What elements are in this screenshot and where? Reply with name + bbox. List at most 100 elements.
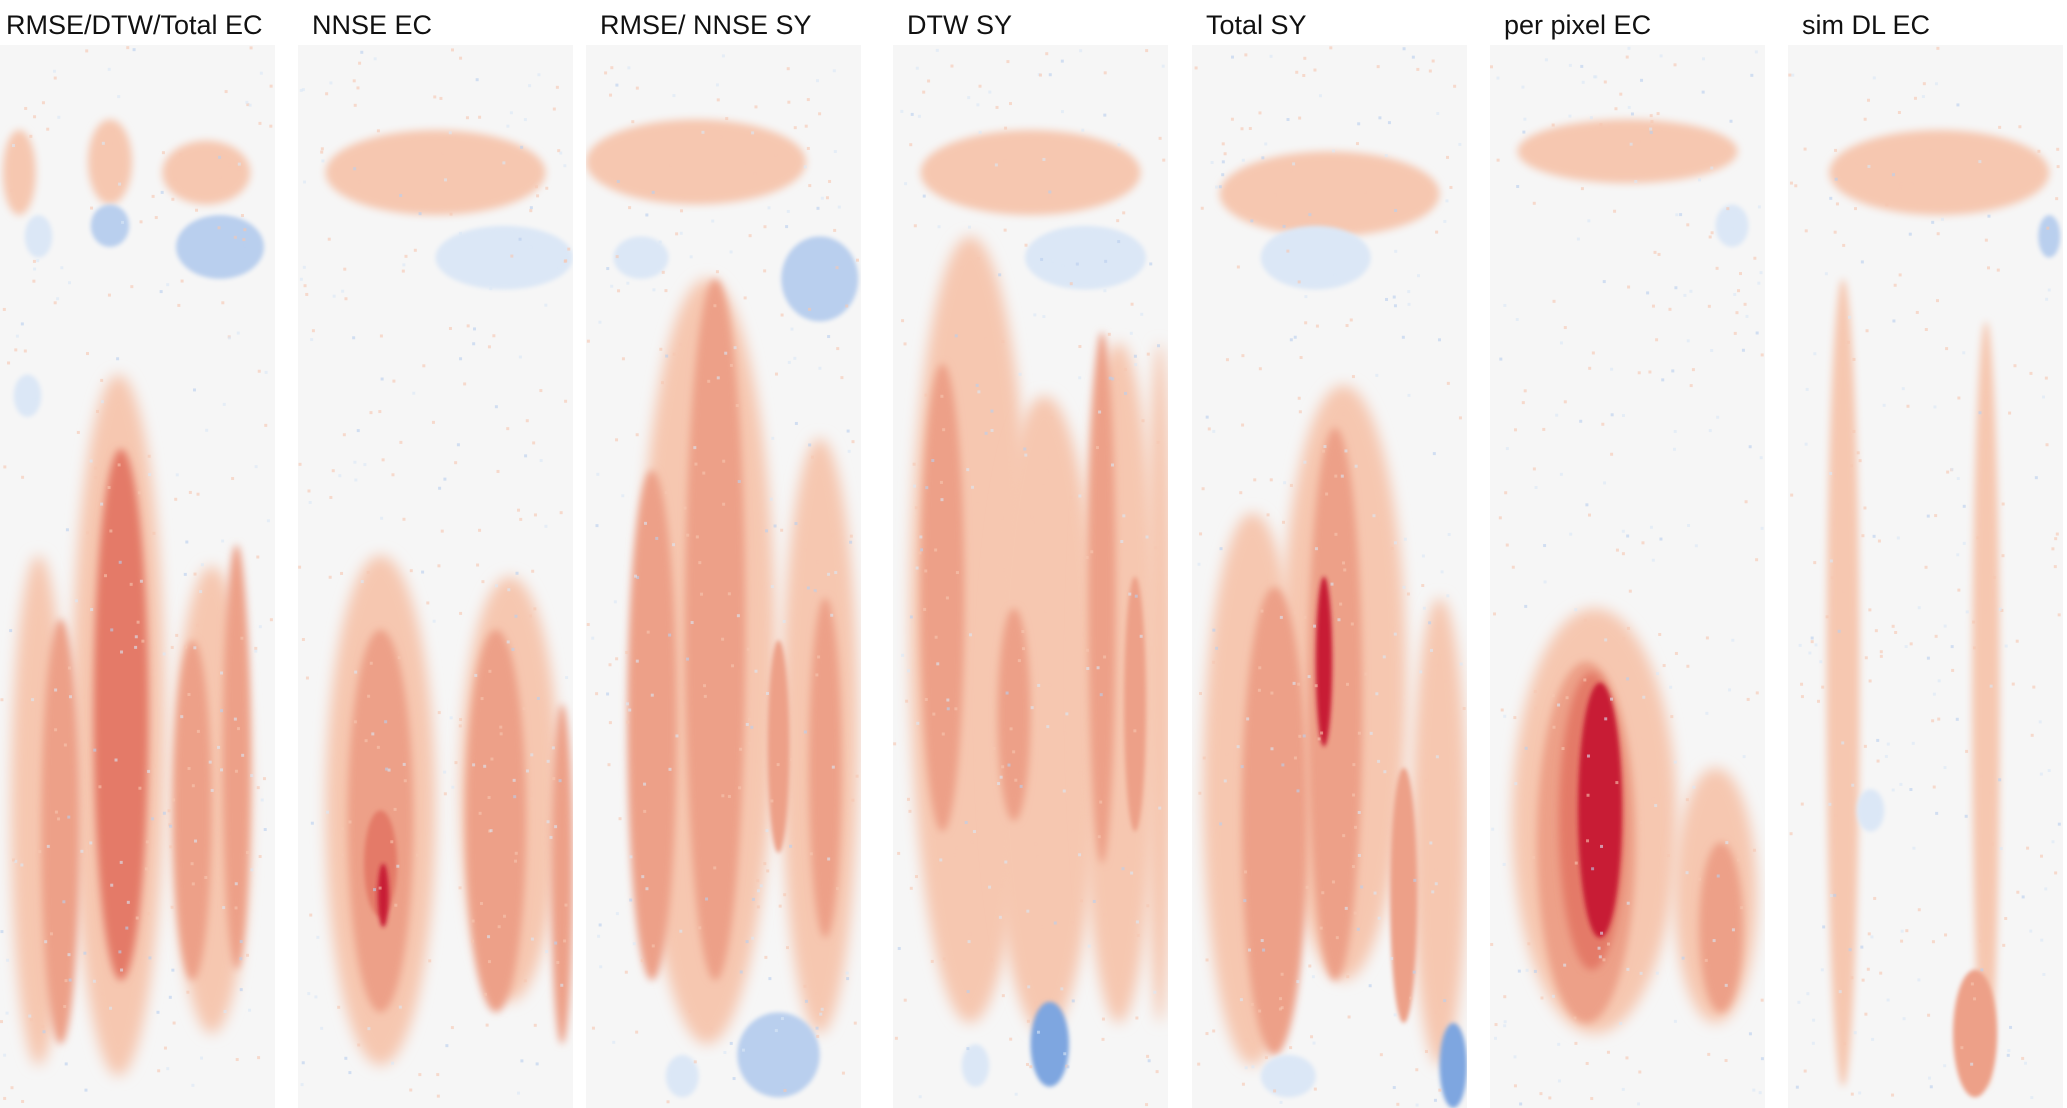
noise-pixel: [988, 90, 992, 94]
noise-pixel: [794, 421, 798, 425]
noise-pixel: [1246, 1039, 1250, 1043]
noise-pixel: [664, 289, 668, 293]
noise-pixel: [1393, 541, 1397, 545]
noise-pixel: [1999, 847, 2003, 851]
noise-pixel: [1413, 878, 1417, 882]
noise-pixel: [1909, 642, 1913, 646]
noise-pixel: [344, 297, 348, 301]
noise-pixel: [1103, 113, 1107, 117]
noise-pixel: [188, 490, 192, 494]
noise-pixel: [1282, 224, 1286, 228]
noise-pixel: [1619, 1022, 1623, 1026]
warm-anomaly-blob: [162, 140, 251, 205]
noise-pixel: [1444, 679, 1448, 683]
noise-pixel: [1407, 290, 1411, 294]
noise-pixel: [246, 953, 250, 957]
noise-pixel: [190, 862, 194, 866]
noise-pixel: [1040, 925, 1044, 929]
noise-pixel: [1036, 855, 1040, 859]
noise-pixel: [539, 818, 543, 822]
noise-pixel: [1932, 692, 1936, 696]
noise-pixel: [357, 180, 361, 184]
noise-pixel: [984, 337, 988, 341]
noise-pixel: [753, 831, 757, 835]
noise-pixel: [1834, 177, 1838, 181]
noise-pixel: [1496, 76, 1500, 80]
noise-pixel: [1378, 116, 1382, 120]
noise-pixel: [156, 1010, 160, 1014]
noise-pixel: [1079, 49, 1083, 53]
noise-pixel: [10, 188, 14, 192]
noise-pixel: [529, 209, 533, 213]
noise-pixel: [183, 572, 187, 576]
noise-pixel: [748, 234, 752, 238]
noise-pixel: [152, 531, 156, 535]
noise-pixel: [54, 810, 58, 814]
noise-pixel: [218, 155, 222, 159]
noise-pixel: [38, 850, 42, 854]
noise-pixel: [631, 120, 635, 124]
noise-pixel: [1071, 829, 1075, 833]
noise-pixel: [804, 124, 808, 128]
noise-pixel: [721, 54, 725, 58]
noise-pixel: [1731, 638, 1735, 642]
cold-anomaly-blob: [2038, 215, 2061, 258]
noise-pixel: [1858, 1091, 1862, 1095]
noise-pixel: [1980, 968, 1984, 972]
noise-pixel: [532, 441, 536, 445]
noise-pixel: [1357, 810, 1361, 814]
noise-pixel: [524, 454, 528, 458]
noise-pixel: [250, 868, 254, 872]
noise-pixel: [1005, 691, 1009, 695]
noise-pixel: [560, 983, 564, 987]
noise-pixel: [1640, 78, 1644, 82]
noise-pixel: [1522, 130, 1526, 134]
noise-pixel: [1393, 1013, 1397, 1017]
noise-pixel: [1625, 55, 1629, 59]
noise-pixel: [340, 571, 344, 575]
noise-pixel: [1205, 415, 1209, 419]
noise-pixel: [1351, 375, 1355, 379]
noise-pixel: [196, 729, 200, 733]
noise-pixel: [1867, 932, 1871, 936]
noise-pixel: [1503, 714, 1507, 718]
noise-pixel: [652, 288, 656, 292]
noise-pixel: [1156, 440, 1160, 444]
noise-pixel: [418, 212, 422, 216]
noise-pixel: [1979, 939, 1983, 943]
noise-pixel: [1896, 536, 1900, 540]
noise-pixel: [790, 711, 794, 715]
noise-pixel: [310, 821, 314, 825]
noise-pixel: [669, 163, 673, 167]
noise-pixel: [162, 811, 166, 815]
noise-pixel: [1023, 447, 1027, 451]
noise-pixel: [1279, 1100, 1283, 1104]
noise-pixel: [912, 462, 916, 466]
noise-pixel: [1910, 182, 1914, 186]
noise-pixel: [968, 932, 972, 936]
noise-pixel: [338, 474, 342, 478]
noise-pixel: [1241, 423, 1245, 427]
noise-pixel: [1357, 853, 1361, 857]
warm-anomaly-blob: [1972, 321, 2000, 1087]
noise-pixel: [922, 90, 926, 94]
noise-pixel: [1135, 1016, 1139, 1020]
noise-pixel: [1681, 956, 1685, 960]
noise-pixel: [120, 650, 124, 654]
noise-pixel: [1392, 1086, 1396, 1090]
noise-pixel: [1851, 783, 1855, 787]
noise-pixel: [2055, 532, 2059, 536]
noise-pixel: [1691, 368, 1695, 372]
noise-pixel: [1009, 1037, 1013, 1041]
noise-pixel: [1813, 352, 1817, 356]
noise-pixel: [1628, 589, 1632, 593]
noise-pixel: [2054, 537, 2058, 541]
noise-pixel: [1998, 607, 2002, 611]
noise-pixel: [1281, 763, 1285, 767]
noise-pixel: [1803, 1069, 1807, 1073]
warm-anomaly-blob: [1219, 151, 1440, 237]
noise-pixel: [924, 569, 928, 573]
noise-pixel: [1087, 944, 1091, 948]
noise-pixel: [607, 763, 611, 767]
noise-pixel: [2056, 147, 2060, 151]
